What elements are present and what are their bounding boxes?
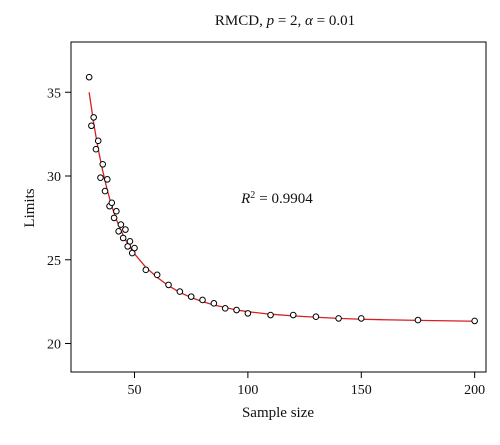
data-point-8 <box>103 176 111 183</box>
data-point-23 <box>165 281 172 289</box>
data-point-36 <box>414 316 422 324</box>
data-point-15 <box>119 234 127 242</box>
data-point-24 <box>176 288 184 295</box>
data-point-14 <box>117 221 125 228</box>
data-point-33 <box>312 313 320 321</box>
x-tick-label-100: 100 <box>237 383 258 398</box>
title-alpha-value: = 0.01 <box>317 13 355 29</box>
data-point-21 <box>142 266 150 274</box>
y-tick-label-35: 35 <box>47 86 61 101</box>
data-point-18 <box>126 238 134 245</box>
data-point-10 <box>108 199 116 207</box>
x-axis: 50 100 150 200 <box>127 372 485 398</box>
chart-title: RMCD, p = 2, α = 0.01 <box>215 13 355 29</box>
title-p-label: p <box>266 13 275 29</box>
data-point-6 <box>99 160 107 168</box>
data-point-28 <box>221 305 229 312</box>
data-point-3 <box>92 145 100 153</box>
data-point-12 <box>113 207 120 215</box>
x-tick-label-200: 200 <box>464 383 485 398</box>
data-point-31 <box>267 311 274 319</box>
data-point-29 <box>233 306 240 314</box>
data-point-32 <box>289 311 297 319</box>
title-alpha-label: α <box>305 13 314 29</box>
data-point-5 <box>97 174 104 181</box>
data-point-22 <box>153 271 161 279</box>
data-point-4 <box>94 137 102 145</box>
data-point-25 <box>187 293 195 300</box>
data-point-0 <box>85 73 93 81</box>
data-point-27 <box>210 300 218 307</box>
r-squared-annotation: R2 = 0.9904 <box>240 189 313 207</box>
data-point-26 <box>199 296 206 304</box>
data-point-34 <box>335 315 342 322</box>
data-points-layer <box>85 73 478 325</box>
y-axis-label: Limits <box>22 188 38 227</box>
data-point-7 <box>101 187 109 195</box>
y-tick-label-25: 25 <box>47 254 61 269</box>
data-point-11 <box>110 214 118 222</box>
data-point-2 <box>90 114 97 121</box>
title-p-value: = 2, <box>278 13 301 29</box>
data-point-30 <box>244 310 252 317</box>
x-axis-label: Sample size <box>242 405 314 421</box>
x-tick-label-150: 150 <box>351 383 372 398</box>
y-tick-label-20: 20 <box>47 338 61 353</box>
x-tick-label-50: 50 <box>127 383 141 398</box>
title-method: RMCD <box>215 13 259 29</box>
data-point-16 <box>122 226 129 233</box>
r-squared-value: = 0.9904 <box>259 191 313 207</box>
data-point-35 <box>357 315 365 322</box>
y-axis: 20 25 30 35 <box>47 86 71 353</box>
r-exponent: 2 <box>250 189 255 200</box>
data-point-37 <box>471 317 478 325</box>
y-tick-label-30: 30 <box>47 170 61 185</box>
data-point-1 <box>88 122 95 130</box>
plot-frame <box>70 41 487 373</box>
data-point-13 <box>115 227 122 235</box>
data-point-20 <box>131 244 138 252</box>
r-symbol: R <box>240 191 250 207</box>
